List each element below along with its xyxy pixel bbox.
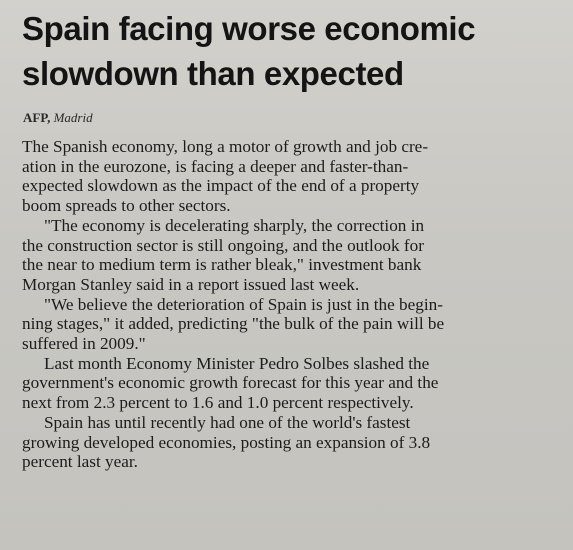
dateline-location: Madrid xyxy=(53,110,93,125)
dateline-source: AFP, xyxy=(23,110,51,125)
paragraph: Spain has until recently had one of the … xyxy=(22,413,555,472)
text-line: boom spreads to other sectors. xyxy=(22,196,231,216)
text-line: next from 2.3 percent to 1.6 and 1.0 per… xyxy=(22,393,414,413)
text-line: "We believe the deterioration of Spain i… xyxy=(44,294,443,314)
paragraph: "The economy is decelerating sharply, th… xyxy=(22,216,555,295)
text-line: ning stages," it added, predicting "the … xyxy=(22,314,445,334)
text-line: suffered in 2009." xyxy=(22,334,146,354)
paragraph: "We believe the deterioration of Spain i… xyxy=(22,295,555,354)
text-line: ation in the eurozone, is facing a deepe… xyxy=(22,156,409,176)
text-line: expected slowdown as the impact of the e… xyxy=(22,176,420,196)
text-line: growing developed economies, posting an … xyxy=(22,432,431,452)
paragraph: Last month Economy Minister Pedro Solbes… xyxy=(22,354,555,413)
headline-line: slowdown than expected xyxy=(22,55,404,92)
text-line: government's economic growth forecast fo… xyxy=(22,373,439,393)
text-line: the construction sector is still ongoing… xyxy=(22,235,424,255)
text-line: percent last year. xyxy=(22,452,138,472)
text-line: "The economy is decelerating sharply, th… xyxy=(44,215,425,235)
paragraph: The Spanish economy, long a motor of gro… xyxy=(22,137,555,216)
text-line: Morgan Stanley said in a report issued l… xyxy=(22,274,360,294)
text-line: the near to medium term is rather bleak,… xyxy=(22,255,422,275)
text-line: The Spanish economy, long a motor of gro… xyxy=(22,137,429,156)
text-line: Last month Economy Minister Pedro Solbes… xyxy=(44,353,430,373)
text-line: Spain has until recently had one of the … xyxy=(44,412,411,432)
headline-line: Spain facing worse economic xyxy=(22,10,476,47)
headline: Spain facing worse economic slowdown tha… xyxy=(22,6,555,96)
article-body: The Spanish economy, long a motor of gro… xyxy=(22,137,555,472)
dateline: AFP, Madrid xyxy=(23,110,555,126)
